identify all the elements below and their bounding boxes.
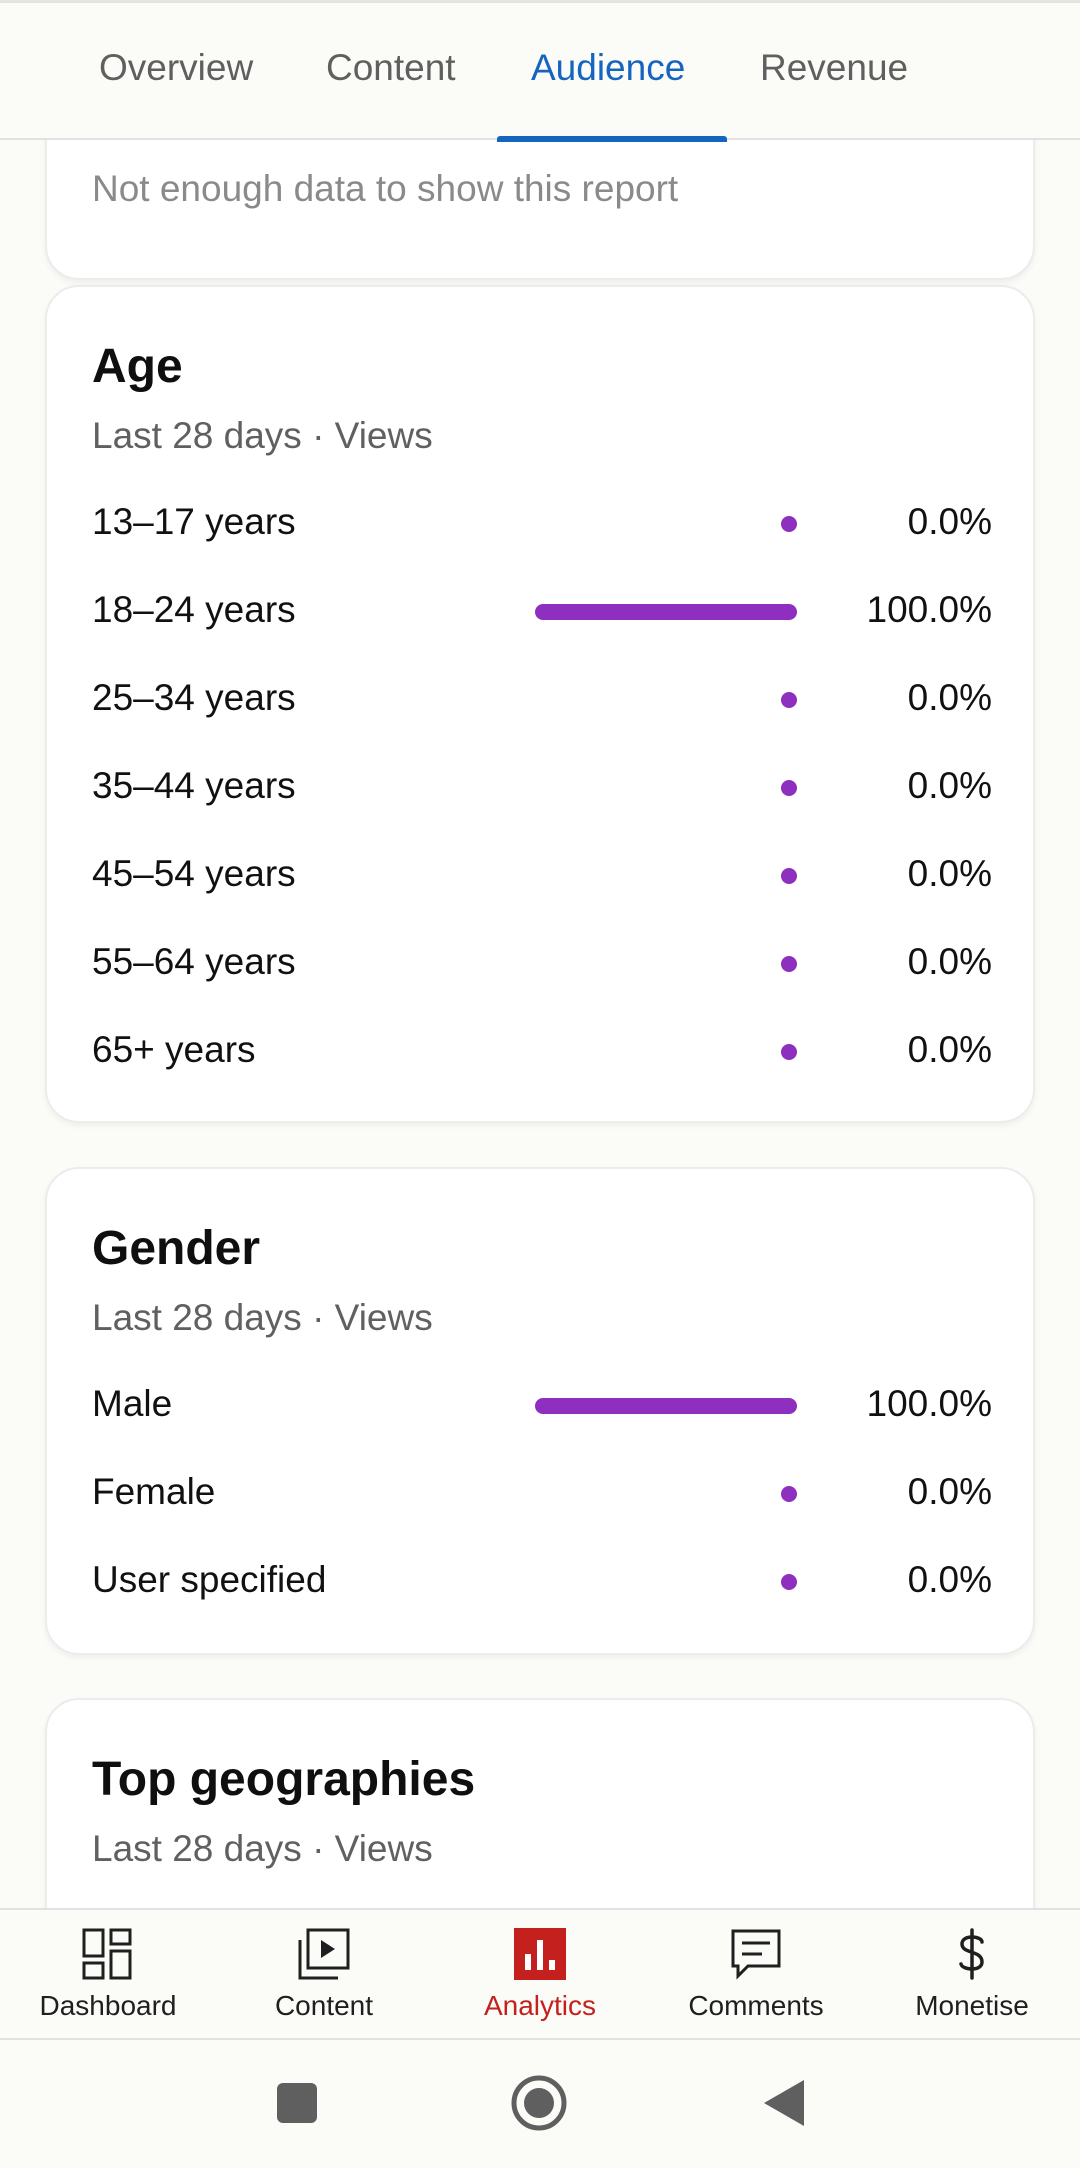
- age-row-label: 55–64 years: [92, 941, 296, 982]
- age-row-percent: 0.0%: [907, 941, 992, 982]
- previous-report-card: Not enough data to show this report: [45, 140, 1035, 280]
- age-row-label: 18–24 years: [92, 589, 296, 630]
- age-row: 13–17 years 0.0%: [47, 493, 1037, 553]
- age-row: 45–54 years 0.0%: [47, 845, 1037, 905]
- tab-audience[interactable]: Audience: [531, 47, 686, 88]
- age-title: Age: [92, 340, 183, 393]
- age-row-bar: [781, 956, 797, 972]
- nav-analytics-label: Analytics: [483, 1990, 597, 2021]
- age-row-label: 35–44 years: [92, 765, 296, 806]
- geographies-subtitle: Last 28 days · Views: [92, 1828, 433, 1869]
- age-row-bar: [781, 692, 797, 708]
- age-row-label: 45–54 years: [92, 853, 296, 894]
- geographies-card: Top geographies Last 28 days · Views: [45, 1698, 1035, 1910]
- gender-subtitle: Last 28 days · Views: [92, 1297, 433, 1338]
- age-row-bar: [781, 780, 797, 796]
- top-tab-bar: Overview Content Audience Revenue: [0, 0, 1080, 142]
- gender-row-bar: [781, 1486, 797, 1502]
- home-icon[interactable]: [510, 2074, 568, 2132]
- age-row-bar: [781, 868, 797, 884]
- comments-icon: [731, 1929, 781, 1980]
- nav-monetise[interactable]: Monetise: [864, 1910, 1080, 2042]
- gender-row: Male 100.0%: [47, 1375, 1037, 1435]
- active-tab-indicator: [497, 136, 727, 142]
- age-row-label: 13–17 years: [92, 501, 296, 542]
- gender-row-bar: [781, 1574, 797, 1590]
- system-navigation-bar: [0, 2040, 1080, 2168]
- age-row: 65+ years 0.0%: [47, 1021, 1037, 1081]
- gender-row: User specified 0.0%: [47, 1551, 1037, 1611]
- age-row-label: 25–34 years: [92, 677, 296, 718]
- nav-dashboard-label: Dashboard: [39, 1990, 177, 2021]
- age-row-percent: 100.0%: [866, 589, 993, 630]
- analytics-icon: [514, 1928, 566, 1980]
- age-row-bar: [535, 604, 797, 620]
- back-icon[interactable]: [762, 2078, 806, 2128]
- gender-row-percent: 100.0%: [866, 1383, 993, 1424]
- content-icon: [298, 1928, 350, 1980]
- age-row: 18–24 years 100.0%: [47, 581, 1037, 641]
- nav-comments-label: Comments: [688, 1990, 824, 2021]
- nav-dashboard[interactable]: Dashboard: [0, 1910, 216, 2042]
- age-row-label: 65+ years: [92, 1029, 256, 1070]
- age-card: Age Last 28 days · Views 13–17 years 0.0%…: [45, 285, 1035, 1123]
- age-row-percent: 0.0%: [907, 501, 992, 542]
- gender-row-bar: [535, 1398, 797, 1414]
- monetise-icon: [959, 1928, 984, 1980]
- gender-row: Female 0.0%: [47, 1463, 1037, 1523]
- no-data-message: Not enough data to show this report: [92, 168, 679, 209]
- nav-analytics[interactable]: Analytics: [432, 1910, 648, 2042]
- age-row-bar: [781, 516, 797, 532]
- gender-card: Gender Last 28 days · Views Male 100.0% Fe…: [45, 1167, 1035, 1655]
- gender-row-label: Female: [92, 1471, 216, 1512]
- nav-content[interactable]: Content: [216, 1910, 432, 2042]
- tab-overview[interactable]: Overview: [99, 47, 254, 88]
- tab-revenue[interactable]: Revenue: [760, 47, 909, 88]
- analytics-scroll-area[interactable]: Not enough data to show this report Age …: [0, 140, 1080, 1910]
- age-row-bar: [781, 1044, 797, 1060]
- age-row: 55–64 years 0.0%: [47, 933, 1037, 993]
- age-row-percent: 0.0%: [907, 677, 992, 718]
- age-row: 25–34 years 0.0%: [47, 669, 1037, 729]
- geographies-title: Top geographies: [92, 1753, 476, 1806]
- tab-content[interactable]: Content: [326, 47, 456, 88]
- nav-content-label: Content: [274, 1990, 374, 2021]
- gender-title: Gender: [92, 1222, 261, 1275]
- age-row-percent: 0.0%: [907, 1029, 992, 1070]
- gender-row-percent: 0.0%: [907, 1559, 992, 1600]
- bottom-navigation: Dashboard Content Analytics Comm: [0, 1908, 1080, 2040]
- nav-comments[interactable]: Comments: [648, 1910, 864, 2042]
- gender-row-label: User specified: [92, 1559, 327, 1600]
- gender-row-label: Male: [92, 1383, 173, 1424]
- age-subtitle: Last 28 days · Views: [92, 415, 433, 456]
- age-row-percent: 0.0%: [907, 765, 992, 806]
- nav-monetise-label: Monetise: [915, 1990, 1029, 2021]
- age-row: 35–44 years 0.0%: [47, 757, 1037, 817]
- dashboard-icon: [82, 1928, 132, 1980]
- recents-icon[interactable]: [276, 2082, 318, 2124]
- gender-row-percent: 0.0%: [907, 1471, 992, 1512]
- age-row-percent: 0.0%: [907, 853, 992, 894]
